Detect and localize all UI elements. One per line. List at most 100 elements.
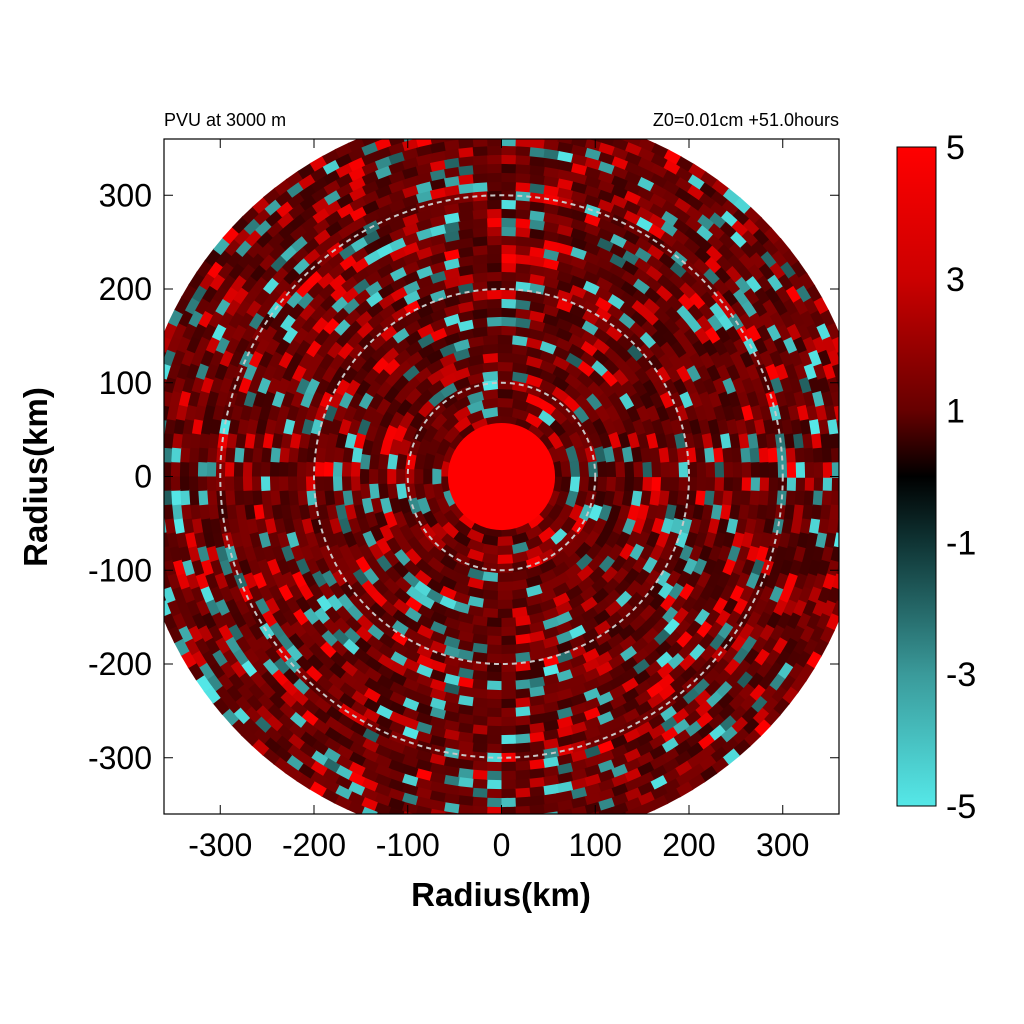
field-cell [187,624,203,643]
field-cell [708,633,726,652]
field-cell [353,636,372,654]
field-cell [391,560,409,579]
field-cell [582,309,600,326]
field-cell [569,664,587,679]
field-cell [377,468,388,485]
field-cell [623,568,641,586]
field-cell [428,753,446,766]
field-cell [579,431,594,450]
field-cell [529,264,546,277]
field-cell [336,713,355,730]
field-cell [268,350,284,369]
field-cell [443,239,461,252]
field-cell [182,517,194,534]
field-cell [569,673,587,689]
field-cell [597,461,608,477]
field-cell [731,219,750,238]
field-cell [402,424,418,442]
field-cell [389,256,408,272]
field-cell [709,746,728,764]
field-cell [308,770,328,787]
field-cell [402,222,420,237]
field-cell [609,714,628,731]
field-cell [254,218,273,237]
field-cell [443,248,461,261]
field-cell [376,262,395,279]
field-cell [352,658,370,675]
field-cell [347,751,366,767]
field-cell [337,212,356,229]
field-cell [206,489,218,506]
field-cell [343,308,362,326]
field-cell [627,344,645,362]
field-cell [500,617,517,628]
field-cell [377,643,396,660]
field-cell [296,643,314,661]
field-cell [471,624,488,636]
field-cell [179,460,190,477]
field-cell [225,432,238,449]
field-cell [198,271,216,291]
field-cell [394,359,413,377]
field-cell [415,673,433,688]
field-cell [266,557,281,576]
field-cell [271,325,289,344]
field-cell [675,176,694,193]
field-cell [299,390,315,408]
field-cell [314,461,325,477]
field-cell [697,213,716,231]
field-cell [471,670,488,682]
field-cell [786,476,797,493]
field-cell [375,184,393,199]
field-cell [263,187,282,205]
field-cell [539,378,558,395]
field-cell [171,503,183,520]
field-cell [374,744,392,759]
field-cell [193,636,210,656]
field-cell [261,571,277,589]
field-cell [593,620,612,637]
field-cell [670,595,688,614]
field-cell [486,617,502,628]
field-cell [501,289,517,300]
field-cell [303,327,320,345]
field-cell [512,389,530,402]
field-cell [803,490,815,507]
field-cell [335,172,354,188]
field-cell [360,355,378,373]
field-cell [706,245,724,263]
field-cell [151,389,164,406]
field-cell [359,453,371,470]
field-cell [638,147,657,163]
field-cell [443,220,461,234]
field-cell [644,660,663,678]
field-cell [515,181,532,193]
field-cell [266,703,285,721]
field-cell [675,781,694,798]
field-cell [764,286,782,305]
field-cell [472,154,489,166]
field-cell [515,308,532,320]
field-cell [430,317,448,332]
field-cell [416,388,434,406]
field-cell [481,580,498,592]
field-cell [231,647,249,666]
field-cell [255,517,268,535]
field-cell [224,446,236,463]
field-cell [623,748,642,764]
field-cell [759,350,775,369]
field-cell [249,263,267,282]
field-cell [845,519,857,536]
field-cell [224,460,235,477]
field-cell [323,489,336,506]
field-cell [569,284,588,299]
field-cell [648,734,667,751]
field-cell [209,417,222,435]
field-cell [221,707,239,726]
field-cell [730,635,747,654]
field-cell [798,663,815,682]
field-cell [291,363,307,382]
field-cell [296,489,308,506]
field-cell [334,754,353,771]
field-cell [858,448,868,464]
